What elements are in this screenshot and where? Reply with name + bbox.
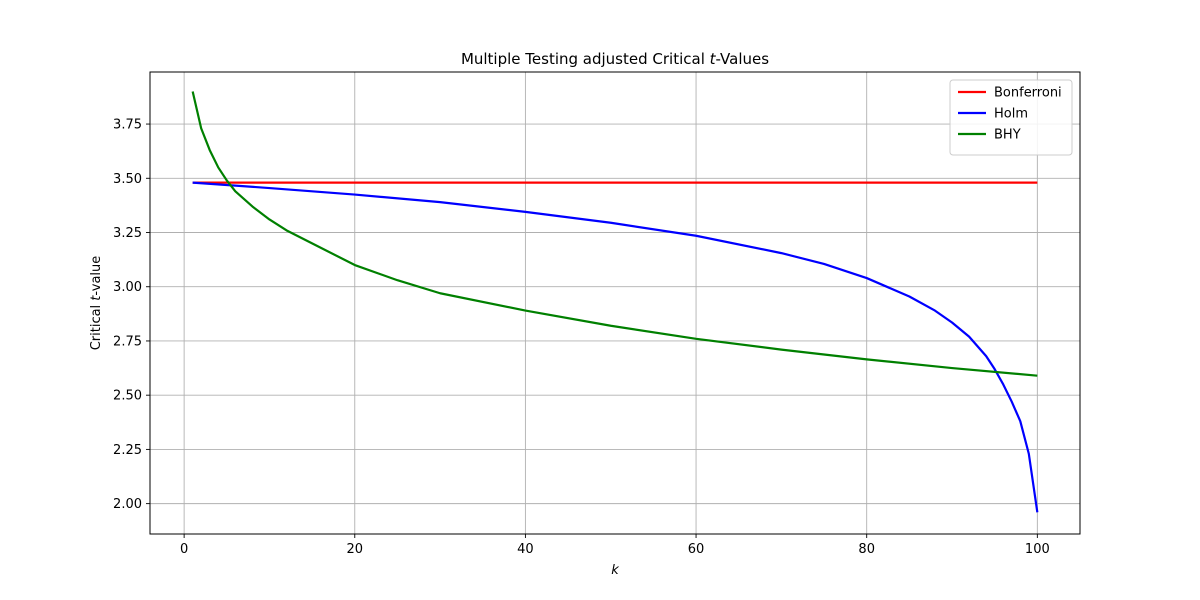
y-tick-label: 3.75: [113, 118, 142, 133]
legend-label-bhy: BHY: [994, 128, 1021, 143]
series-line-holm: [192, 181, 1039, 513]
legend-label-bonferroni: Bonferroni: [994, 86, 1062, 101]
x-tick-label: 20: [346, 542, 363, 557]
series-line-bhy: [191, 91, 1038, 377]
y-tick-label: 2.50: [113, 389, 142, 404]
y-axis-label: Critical t-value: [89, 256, 104, 351]
chart-title-italic: t: [710, 50, 717, 68]
x-tick-label: 60: [688, 542, 705, 557]
legend-label-holm: Holm: [994, 107, 1028, 122]
chart-title: Multiple Testing adjusted Critical t-Val…: [461, 50, 769, 68]
y-axis-ticks: 2.00 2.25 2.50 2.75 3.00 3.25 3.50 3.75: [113, 118, 150, 512]
y-axis-label-suffix: -value: [89, 256, 104, 296]
x-tick-label: 100: [1025, 542, 1050, 557]
legend-box: [949, 79, 1073, 156]
plot-area-frame: [149, 71, 1081, 535]
x-axis-ticks: 0 20 40 60 80 100: [180, 534, 1050, 557]
x-tick-label: 40: [517, 542, 534, 557]
y-tick-label: 3.25: [113, 226, 142, 241]
series-lines: [191, 91, 1039, 513]
y-tick-label: 2.25: [113, 443, 142, 458]
grid-lines: [150, 72, 1080, 534]
x-tick-label: 80: [858, 542, 875, 557]
y-tick-label: 3.00: [113, 280, 142, 295]
y-tick-label: 3.50: [113, 172, 142, 187]
y-axis-label-italic: t: [89, 295, 104, 301]
y-axis-label-prefix: Critical: [89, 301, 104, 351]
x-tick-label: 0: [180, 542, 188, 557]
legend: Bonferroni Holm BHY: [949, 79, 1073, 156]
x-axis-label: k: [611, 563, 619, 578]
y-tick-label: 2.00: [113, 497, 142, 512]
chart-title-suffix: -Values: [716, 50, 770, 68]
y-tick-label: 2.75: [113, 334, 142, 349]
chart-title-prefix: Multiple Testing adjusted Critical: [461, 50, 710, 68]
